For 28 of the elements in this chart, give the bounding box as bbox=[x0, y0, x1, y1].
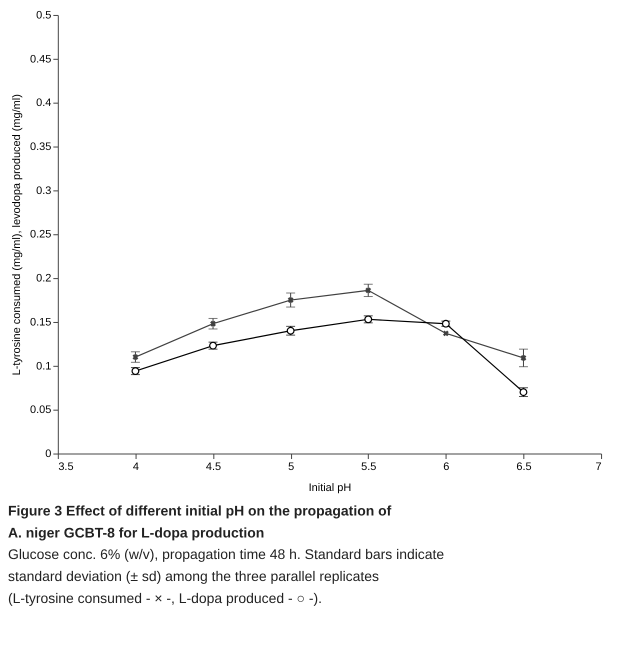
y-tick-label: 0 bbox=[45, 448, 52, 460]
point bbox=[520, 355, 526, 361]
x-tick-label: 7 bbox=[595, 460, 602, 473]
y-tick-label: 0.45 bbox=[30, 53, 52, 66]
x-tick-label: 6 bbox=[443, 460, 450, 473]
x-tick-label: 5 bbox=[288, 460, 294, 473]
point bbox=[442, 330, 449, 336]
y-tick-label: 0.1 bbox=[36, 360, 52, 372]
y-tick-label: 0.25 bbox=[30, 228, 52, 241]
y-tick-label: 0.35 bbox=[30, 141, 52, 154]
text: Figure 3 Effect of different initial pH on the propagation of A. niger GCBT-8 for L-dopa production bbox=[8, 502, 392, 540]
x-tick-label: 3.5 bbox=[58, 460, 74, 473]
point bbox=[288, 297, 294, 303]
y-tick-label: 0.5 bbox=[36, 9, 52, 22]
x-tick-label: 4.5 bbox=[206, 460, 222, 473]
x-axis-title: Initial pH bbox=[308, 482, 352, 494]
y-tick-label: 0.05 bbox=[30, 404, 52, 416]
y-axis-title: L-tyrosine consumed (mg/ml), levodopa produced (mg/ml) bbox=[11, 94, 24, 376]
y-tick-label: 0.3 bbox=[36, 184, 52, 197]
text: Glucose conc. 6% (w/v), propagation time 48 h. Standard bars indicate standard deviation (± sd) among the three parallel replicates (L-tyrosine consumed - × -, L-dopa produced - ○ -). bbox=[8, 546, 444, 606]
x-tick-label: 5.5 bbox=[361, 460, 376, 473]
point bbox=[365, 287, 372, 294]
y-tick-label: 0.2 bbox=[36, 272, 52, 285]
x-tick-label: 6.5 bbox=[516, 460, 532, 473]
y-tick-label: 0.15 bbox=[30, 316, 52, 328]
x-tick-label: 4 bbox=[132, 460, 139, 473]
point bbox=[132, 354, 138, 360]
y-tick-label: 0.4 bbox=[36, 97, 52, 110]
